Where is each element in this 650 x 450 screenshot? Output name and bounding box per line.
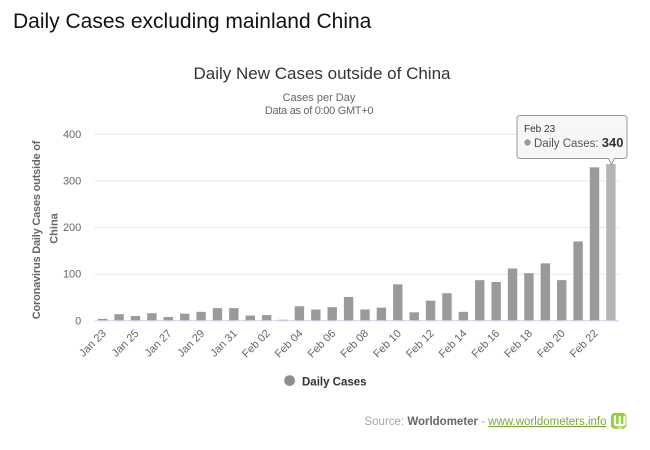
svg-text:Feb 12: Feb 12 bbox=[404, 328, 437, 361]
svg-text:200: 200 bbox=[63, 222, 81, 234]
svg-text:Jan 25: Jan 25 bbox=[110, 328, 142, 360]
svg-text:300: 300 bbox=[63, 176, 81, 188]
svg-text:China: China bbox=[49, 212, 61, 243]
svg-text:Feb 18: Feb 18 bbox=[502, 328, 535, 361]
svg-text:Daily Cases: 340: Daily Cases: 340 bbox=[534, 135, 623, 150]
svg-text:Daily Cases: Daily Cases bbox=[302, 377, 367, 389]
svg-text:Feb 20: Feb 20 bbox=[535, 328, 568, 361]
svg-text:Jan 29: Jan 29 bbox=[175, 328, 207, 360]
svg-text:Feb 16: Feb 16 bbox=[470, 328, 503, 361]
svg-text:Jan 27: Jan 27 bbox=[143, 328, 175, 360]
svg-text:Coronavirus Daily Cases outsid: Coronavirus Daily Cases outside of bbox=[31, 140, 43, 319]
svg-text:Cases per Day: Cases per Day bbox=[283, 92, 356, 104]
svg-text:Feb 02: Feb 02 bbox=[240, 328, 273, 361]
svg-text:0: 0 bbox=[75, 315, 81, 327]
svg-text:Feb 08: Feb 08 bbox=[338, 328, 371, 361]
svg-text:Jan 23: Jan 23 bbox=[77, 328, 109, 360]
svg-text:Data as of 0:00 GMT+0: Data as of 0:00 GMT+0 bbox=[265, 105, 374, 117]
svg-text:Daily New Cases outside of Chi: Daily New Cases outside of China bbox=[193, 64, 451, 83]
svg-text:Feb 10: Feb 10 bbox=[371, 328, 404, 361]
svg-text:Feb 06: Feb 06 bbox=[306, 328, 339, 361]
svg-text:Feb 22: Feb 22 bbox=[568, 328, 601, 361]
svg-text:Source: Worldometer - www.worl: Source: Worldometer - www.worldometers.i… bbox=[364, 416, 606, 428]
svg-text:100: 100 bbox=[63, 269, 81, 281]
svg-text:Feb 14: Feb 14 bbox=[437, 328, 470, 361]
svg-text:Feb 23: Feb 23 bbox=[524, 124, 556, 135]
svg-text:Feb 04: Feb 04 bbox=[273, 328, 306, 361]
svg-text:400: 400 bbox=[63, 129, 81, 141]
svg-text:Jan 31: Jan 31 bbox=[208, 328, 240, 360]
